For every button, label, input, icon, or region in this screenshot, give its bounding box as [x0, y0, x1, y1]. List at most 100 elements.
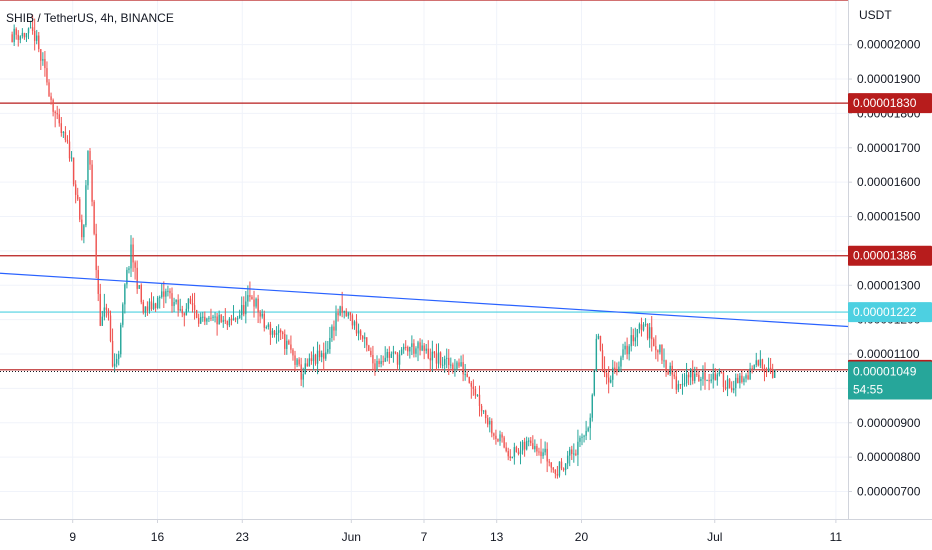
candle-body [597, 335, 600, 339]
candle-body [507, 451, 509, 457]
candle-body [767, 367, 770, 373]
candle-body [423, 345, 425, 351]
candle-body [109, 315, 112, 341]
candle-body [277, 330, 280, 333]
candle-body [103, 307, 106, 317]
candle-body [36, 35, 38, 41]
candle-body [536, 446, 538, 452]
candle-body [286, 340, 288, 349]
candle-body [491, 420, 493, 434]
candle-body [513, 447, 516, 457]
candle-body [347, 312, 350, 317]
candle-body [704, 372, 706, 381]
candle-body [255, 298, 257, 307]
candle-body [228, 318, 231, 326]
candle-body [671, 365, 673, 375]
candle-body [376, 360, 378, 371]
candle-body [58, 114, 60, 124]
candle-body [630, 335, 632, 347]
candle-body [673, 374, 675, 377]
candle-body [761, 359, 764, 369]
candle-body [566, 455, 569, 464]
time-axis[interactable]: 9 16 23 Jun 7 13 20 Jul 11 [69, 519, 842, 544]
candle-body [616, 370, 618, 372]
candle-body [476, 394, 479, 396]
candle-body [648, 327, 651, 339]
candle-body [587, 428, 589, 431]
price-tick-label: 0.00001600 [857, 175, 921, 189]
candle-body [421, 345, 423, 351]
candle-body [710, 379, 712, 382]
candle-body [226, 320, 229, 326]
candle-body [620, 357, 622, 367]
candle-body [40, 49, 42, 61]
candle-body [735, 377, 737, 389]
candle-body [525, 440, 528, 450]
candle-body [302, 374, 304, 380]
candle-body [144, 306, 147, 313]
candle-body [437, 352, 440, 364]
candle-body [546, 448, 548, 462]
candle-body [651, 327, 653, 340]
candle-body [220, 314, 222, 322]
symbol-label: SHIB / TetherUS, 4h, BINANCE [6, 11, 174, 25]
candle-body [466, 374, 468, 377]
price-level-tag-label: 0.00001222 [853, 305, 917, 319]
candle-body [538, 451, 540, 453]
candle-body [728, 379, 731, 388]
candle-body [618, 366, 620, 372]
price-level-tag [848, 302, 932, 323]
candle-body [335, 312, 337, 331]
candle-body [540, 451, 542, 457]
candle-body [79, 199, 81, 220]
candle-body [685, 374, 688, 384]
candle-body [751, 368, 753, 370]
candle-body [165, 291, 167, 297]
candle-body [610, 379, 612, 383]
candle-body [692, 369, 694, 381]
candle-body [706, 380, 708, 382]
candle-body [156, 297, 159, 308]
candle-body [140, 285, 142, 303]
candle-body [450, 364, 452, 366]
candle-body [62, 131, 65, 134]
candle-body [716, 374, 719, 381]
candle-body [163, 291, 165, 297]
candle-body [31, 27, 34, 32]
candle-body [456, 362, 458, 369]
candle-body [222, 320, 224, 322]
candle-body [427, 348, 429, 359]
price-tick-label: 0.00001100 [857, 347, 920, 361]
candle-body [696, 373, 698, 375]
candle-body [304, 363, 306, 375]
last-price-label: 0.00001049 [853, 365, 917, 379]
candle-body [269, 324, 272, 335]
candle-body [290, 344, 292, 350]
candle-body [64, 131, 67, 140]
time-tick-label: 23 [236, 530, 250, 544]
candle-body [675, 376, 678, 390]
candle-body [575, 453, 577, 455]
candle-body [452, 364, 454, 370]
last-price-tag [848, 361, 932, 400]
candle-body [17, 34, 19, 40]
candle-body [571, 449, 573, 454]
candle-body [251, 296, 253, 300]
currency-label: USDT [859, 8, 892, 22]
price-axis-background [848, 0, 932, 550]
candle-body [415, 348, 417, 354]
candle-body [441, 364, 444, 366]
candle-body [577, 441, 579, 455]
candle-body [714, 373, 716, 381]
candle-body [183, 313, 186, 316]
candle-body [97, 270, 99, 294]
candle-body [378, 360, 380, 365]
candle-body [23, 32, 26, 38]
candle-body [521, 441, 524, 451]
candle-body [339, 306, 341, 316]
candle-body [107, 309, 110, 316]
candle-body [216, 316, 218, 325]
candles [11, 14, 776, 479]
